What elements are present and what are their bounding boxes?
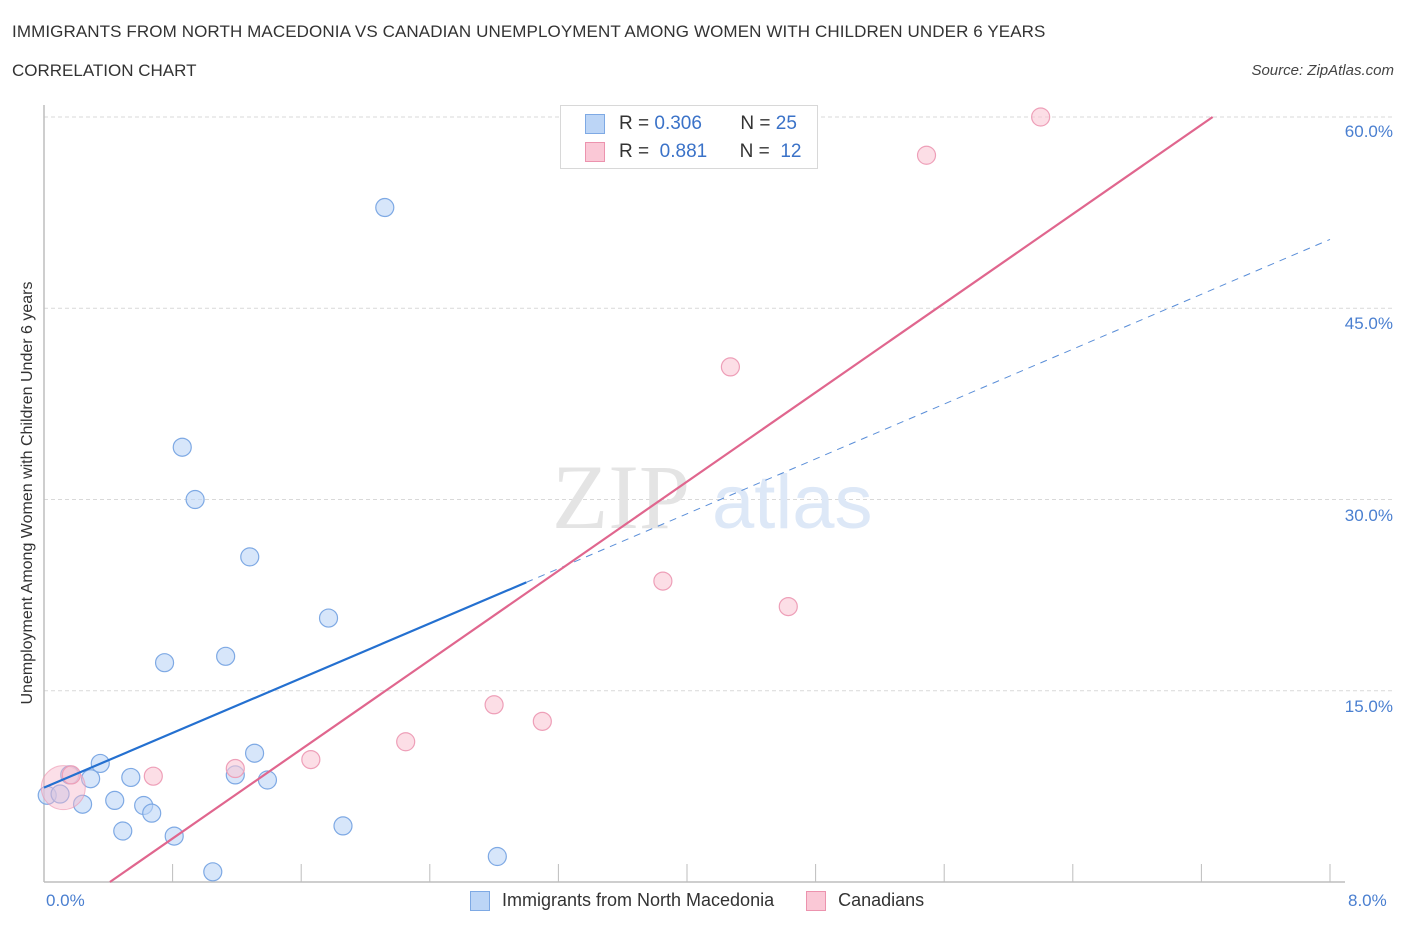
watermark: ZIP atlas (552, 446, 873, 548)
data-point-immigrants (216, 646, 236, 666)
y-axis-label: Unemployment Among Women with Children U… (19, 281, 36, 705)
legend-row-immigrants: R = 0.306 N = 25 (585, 112, 797, 136)
n-value: 25 (775, 113, 797, 134)
legend-swatch-pink (585, 142, 605, 162)
series-legend: Immigrants from North Macedonia Canadian… (470, 890, 956, 911)
data-point-canadians (396, 732, 416, 752)
data-point-canadians (720, 357, 741, 377)
data-point-immigrants (113, 821, 133, 841)
series-immigrants-points (37, 197, 507, 882)
data-point-canadians (484, 695, 504, 715)
legend-swatch-pink (806, 890, 827, 911)
gridlines (44, 116, 1395, 692)
x-tick-min: 0.0% (46, 891, 85, 910)
data-point-canadians (225, 758, 245, 779)
data-point-immigrants (154, 653, 175, 673)
data-point-immigrants (487, 846, 507, 867)
data-point-immigrants (142, 803, 162, 823)
legend-label: Canadians (838, 890, 925, 910)
data-point-immigrants (333, 816, 353, 836)
legend-item-immigrants[interactable]: Immigrants from North Macedonia (470, 890, 774, 911)
trendline-canadians (109, 116, 1214, 883)
stats-legend: R = 0.306 N = 25 R = 0.881 N = 12 (560, 105, 818, 169)
trendline-immigrants (43, 581, 527, 789)
data-point-immigrants (185, 489, 205, 510)
n-label: N = (740, 113, 771, 134)
legend-label: Immigrants from North Macedonia (502, 890, 775, 910)
data-point-immigrants (203, 862, 223, 882)
n-label: N = (739, 141, 770, 162)
data-point-canadians (301, 749, 321, 770)
n-value: 12 (780, 141, 802, 162)
y-tick-15: 15.0% (1344, 697, 1393, 716)
data-point-canadians (778, 596, 798, 617)
data-point-canadians (653, 571, 673, 591)
data-point-immigrants (172, 437, 192, 457)
data-point-immigrants (375, 197, 395, 218)
data-point-immigrants (244, 743, 265, 763)
r-value: 0.306 (654, 113, 702, 134)
trendlines (43, 116, 1331, 883)
data-point-immigrants (105, 790, 125, 811)
source-credit: Source: ZipAtlas.com (1251, 62, 1394, 79)
y-tick-30: 30.0% (1344, 506, 1393, 525)
data-point-immigrants (72, 794, 93, 814)
legend-swatch-blue (585, 114, 605, 134)
r-label: R = (619, 141, 650, 162)
y-tick-60: 60.0% (1344, 122, 1393, 141)
trendline-immigrants-extrapolated (526, 238, 1331, 583)
legend-row-canadians: R = 0.881 N = 12 (585, 140, 801, 164)
data-point-immigrants (240, 547, 260, 567)
axes (43, 105, 1345, 883)
data-point-canadians (1031, 107, 1051, 127)
data-point-immigrants (81, 769, 101, 789)
legend-item-canadians[interactable]: Canadians (806, 890, 924, 911)
data-point-immigrants (50, 784, 70, 804)
data-point-canadians (143, 766, 163, 786)
data-point-canadians (916, 145, 937, 165)
chart-subtitle: CORRELATION CHART (12, 61, 197, 80)
watermark-atlas: atlas (712, 460, 873, 545)
data-point-immigrants (121, 767, 141, 788)
y-tick-45: 45.0% (1344, 314, 1393, 333)
x-tick-max: 8.0% (1348, 891, 1387, 910)
series-canadians-points (40, 107, 1051, 811)
r-label: R = (619, 113, 650, 134)
data-point-immigrants (318, 608, 339, 628)
watermark-zip: ZIP (552, 446, 690, 548)
data-point-canadians (532, 711, 552, 731)
legend-swatch-blue (470, 890, 490, 911)
r-value: 0.881 (659, 141, 708, 162)
chart-title: IMMIGRANTS FROM NORTH MACEDONIA VS CANAD… (12, 22, 1046, 41)
